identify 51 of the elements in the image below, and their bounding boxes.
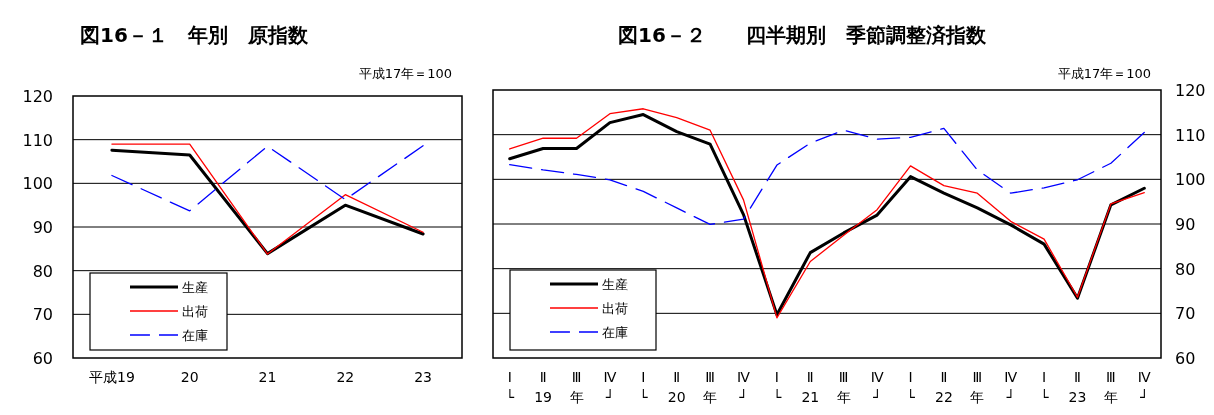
x-tick-label: Ⅲ 年 xyxy=(569,369,584,405)
y-tick-label: 80 xyxy=(32,261,53,281)
x-tick-label: Ⅲ 年 xyxy=(1103,369,1118,405)
legend-label: 出荷 xyxy=(182,304,208,319)
x-tick-label: 平成19 xyxy=(88,369,135,385)
y2-tick-label: 60 xyxy=(1175,349,1196,368)
legend-label: 在庫 xyxy=(182,328,208,343)
x-tick-label: Ⅱ 19 xyxy=(534,369,553,405)
legend-label: 生産 xyxy=(602,277,628,292)
x-tick-label: Ⅰ └ xyxy=(505,369,515,405)
y2-tick-label: 100 xyxy=(1175,170,1206,190)
legend-label: 出荷 xyxy=(602,301,628,316)
y2-tick-label: 70 xyxy=(1175,304,1196,324)
x-tick-label: 20 xyxy=(180,369,199,385)
x-tick-label: Ⅳ ┘ xyxy=(737,369,751,405)
chart-title: 図16－１ 年別 原指数 xyxy=(80,23,309,47)
x-tick-label: Ⅰ └ xyxy=(772,369,782,405)
x-tick-label: Ⅲ 年 xyxy=(970,369,985,405)
x-tick-label: 22 xyxy=(336,369,355,385)
chart-subtitle: 平成17年＝100 xyxy=(1057,66,1151,81)
x-tick-label: 21 xyxy=(258,369,277,385)
y-tick-label: 110 xyxy=(22,130,53,150)
y-tick-label: 90 xyxy=(32,218,53,237)
x-tick-label: 23 xyxy=(414,369,433,385)
y2-tick-label: 110 xyxy=(1175,125,1206,145)
legend-label: 在庫 xyxy=(602,325,628,340)
chart-subtitle: 平成17年＝100 xyxy=(358,66,452,81)
x-tick-label: Ⅱ 20 xyxy=(667,369,686,405)
x-tick-label: Ⅰ └ xyxy=(906,369,916,405)
legend-label: 生産 xyxy=(182,280,208,295)
x-tick-label: Ⅰ └ xyxy=(1039,369,1049,405)
y-tick-label: 120 xyxy=(22,87,53,106)
x-tick-label: Ⅰ └ xyxy=(639,369,649,405)
chart-title: 図16－２ 四半期別 季節調整済指数 xyxy=(618,23,987,47)
y2-tick-label: 120 xyxy=(1175,81,1206,100)
line-series xyxy=(509,127,1145,226)
x-tick-label: Ⅳ ┘ xyxy=(1004,369,1018,405)
y-tick-label: 100 xyxy=(22,174,53,194)
x-tick-label: Ⅳ ┘ xyxy=(1137,369,1151,405)
x-tick-label: Ⅳ ┘ xyxy=(603,369,617,405)
line-series xyxy=(111,145,424,212)
x-tick-label: Ⅲ 年 xyxy=(836,369,851,405)
x-tick-label: Ⅱ 22 xyxy=(934,369,953,405)
y2-tick-label: 80 xyxy=(1175,259,1196,279)
y-tick-label: 70 xyxy=(32,305,53,325)
x-tick-label: Ⅱ 21 xyxy=(801,369,820,405)
y-tick-label: 60 xyxy=(32,349,53,368)
x-tick-label: Ⅳ ┘ xyxy=(870,369,884,405)
y2-tick-label: 90 xyxy=(1175,215,1196,234)
x-tick-label: Ⅲ 年 xyxy=(703,369,718,405)
x-tick-label: Ⅱ 23 xyxy=(1068,369,1087,405)
